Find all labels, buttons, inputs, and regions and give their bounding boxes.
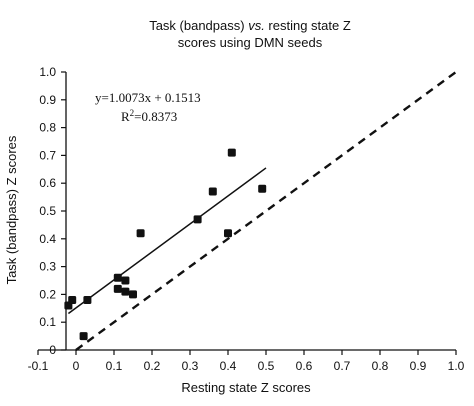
regression-equation: y=1.0073x + 0.1513 [95,90,201,105]
y-tick-label: 0.8 [39,121,56,135]
y-tick-label: 0.6 [39,176,56,190]
data-point [121,276,130,285]
x-tick-label: 0.7 [334,359,351,373]
x-tick-label: 0.1 [106,359,123,373]
y-tick-label: 0.3 [39,260,56,274]
y-tick-label: 0.4 [39,232,56,246]
x-tick-label: 0.8 [372,359,389,373]
y-tick-label: 0.7 [39,148,56,162]
data-point [83,295,92,304]
data-point [113,284,122,293]
chart-title-line-1: Task (bandpass) vs. resting state Z [149,18,351,33]
x-tick-label: 0.5 [258,359,275,373]
data-point [208,187,217,196]
y-tick-label: 0.1 [39,315,56,329]
data-points [64,148,267,341]
x-tick-label: 0.9 [410,359,427,373]
y-tick-label: 0 [49,343,56,357]
data-point [79,332,88,341]
data-point [193,215,202,224]
identity-dashed-line [75,71,457,351]
x-tick-label: 0.2 [144,359,161,373]
title-part-c: resting state Z [265,18,351,33]
x-axis-title: Resting state Z scores [181,380,311,395]
x-tick-label: 1.0 [448,359,465,373]
r2-prefix: R [121,109,130,124]
y-tick-label: 0.9 [39,93,56,107]
x-ticks: -0.1 0 0.1 0.2 0.3 0.4 0.5 0.6 0.7 0.8 0.9 1.0 [28,350,465,373]
x-tick-label: 0.3 [182,359,199,373]
x-tick-label: -0.1 [28,359,49,373]
data-point [113,273,122,282]
x-tick-label: 0 [73,359,80,373]
y-tick-label: 0.2 [39,287,56,301]
chart-title-line-2: scores using DMN seeds [178,35,323,50]
data-point [121,287,130,296]
data-point [136,229,145,238]
data-point [227,148,236,157]
title-part-a: Task (bandpass) [149,18,248,33]
data-point [129,290,137,299]
y-tick-label: 0.5 [39,204,56,218]
data-point [68,295,77,304]
regression-line [67,167,267,315]
data-point [258,184,267,193]
r2-value: =0.8373 [134,109,177,124]
r-squared-label: R2=0.8373 [121,108,177,124]
r2-superscript: 2 [130,108,135,118]
y-ticks: 0 0.1 0.2 0.3 0.4 0.5 0.6 0.7 0.8 0.9 1.0 [39,65,66,357]
y-tick-label: 1.0 [39,65,56,79]
data-point [224,229,232,238]
title-part-vs: vs. [248,18,265,33]
x-tick-label: 0.4 [220,359,237,373]
x-tick-label: 0.6 [296,359,313,373]
y-axis-title: Task (bandpass) Z scores [4,135,19,284]
